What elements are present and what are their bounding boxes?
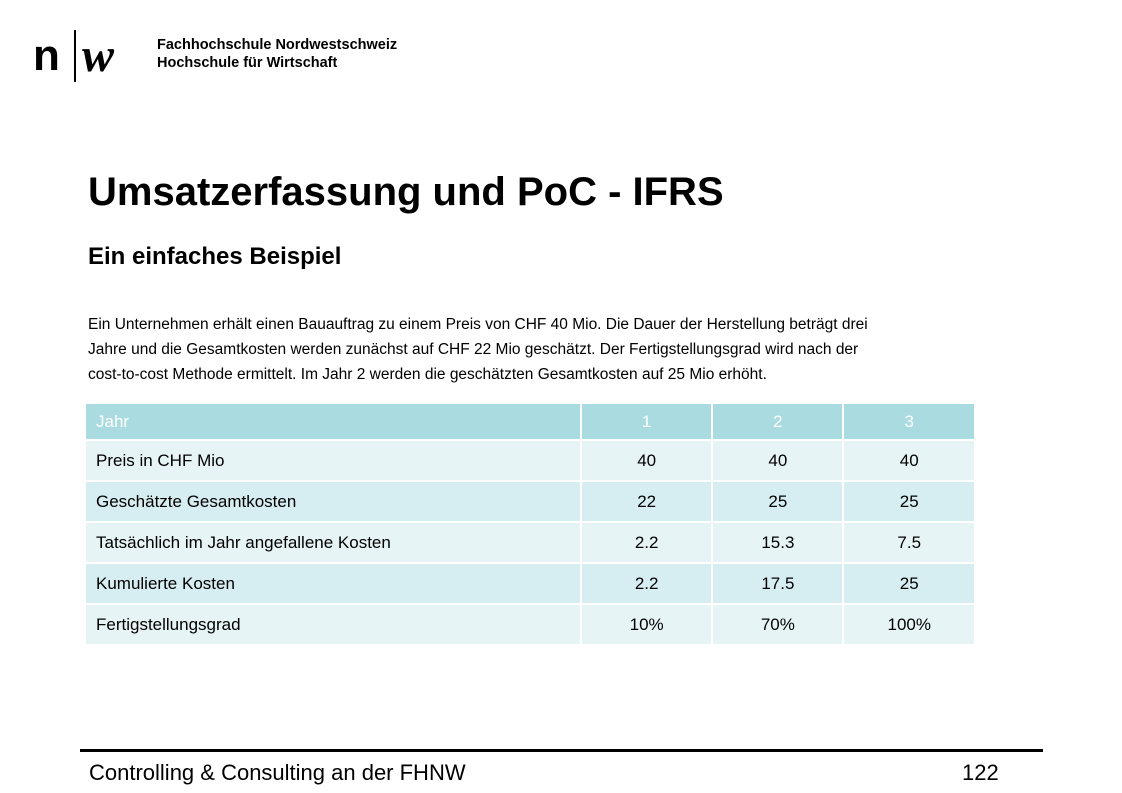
table-cell: 100% <box>843 604 976 646</box>
footer-divider <box>80 749 1043 752</box>
row-label: Preis in CHF Mio <box>86 440 583 482</box>
table-cell: 10% <box>581 604 714 646</box>
table-cell: 17.5 <box>712 563 845 605</box>
institution-line-1: Fachhochschule Nordwestschweiz <box>157 37 398 53</box>
table-cell: 2.2 <box>581 563 714 605</box>
table-cell: 40 <box>843 440 976 482</box>
table-row: Kumulierte Kosten 2.2 17.5 25 <box>86 563 976 605</box>
table-cell: 7.5 <box>843 522 976 564</box>
intro-line-2: Jahre und die Gesamtkosten werden zunäch… <box>88 341 859 358</box>
row-label: Geschätzte Gesamtkosten <box>86 481 583 523</box>
table-cell: 25 <box>843 481 976 523</box>
logo-letter-w: w <box>82 29 115 82</box>
table-row: Preis in CHF Mio 40 40 40 <box>86 440 976 482</box>
intro-line-1: Ein Unternehmen erhält einen Bauauftrag … <box>88 316 868 333</box>
poc-table: Jahr 1 2 3 Preis in CHF Mio 40 40 40 Ges… <box>86 404 976 646</box>
table-cell: 2.2 <box>581 522 714 564</box>
logo-divider <box>74 30 76 82</box>
footer-text: Controlling & Consulting an der FHNW <box>89 760 466 785</box>
header-cell-jahr: Jahr <box>86 404 583 441</box>
table-cell: 40 <box>581 440 714 482</box>
row-label: Tatsächlich im Jahr angefallene Kosten <box>86 522 583 564</box>
table-cell: 25 <box>843 563 976 605</box>
slide-title: Umsatzerfassung und PoC - IFRS <box>88 170 724 214</box>
table-cell: 15.3 <box>712 522 845 564</box>
header-cell-year-2: 2 <box>712 404 845 441</box>
table-cell: 25 <box>712 481 845 523</box>
intro-line-3: cost-to-cost Methode ermittelt. Im Jahr … <box>88 366 767 383</box>
table-cell: 22 <box>581 481 714 523</box>
table-row: Tatsächlich im Jahr angefallene Kosten 2… <box>86 522 976 564</box>
row-label: Fertigstellungsgrad <box>86 604 583 646</box>
header-cell-year-1: 1 <box>581 404 714 441</box>
table-cell: 40 <box>712 440 845 482</box>
table-row: Fertigstellungsgrad 10% 70% 100% <box>86 604 976 646</box>
logo-letter-n: n <box>33 31 60 80</box>
table-row: Geschätzte Gesamtkosten 22 25 25 <box>86 481 976 523</box>
page-number: 122 <box>962 760 999 785</box>
institution-name: Fachhochschule Nordwestschweiz Hochschul… <box>157 37 397 72</box>
row-label: Kumulierte Kosten <box>86 563 583 605</box>
header-cell-year-3: 3 <box>843 404 976 441</box>
table-header-row: Jahr 1 2 3 <box>86 404 976 441</box>
institution-line-2: Hochschule für Wirtschaft <box>157 54 338 71</box>
slide-subtitle: Ein einfaches Beispiel <box>88 243 342 270</box>
intro-paragraph: Ein Unternehmen erhält einen Bauauftrag … <box>88 312 1048 387</box>
table-cell: 70% <box>712 604 845 646</box>
